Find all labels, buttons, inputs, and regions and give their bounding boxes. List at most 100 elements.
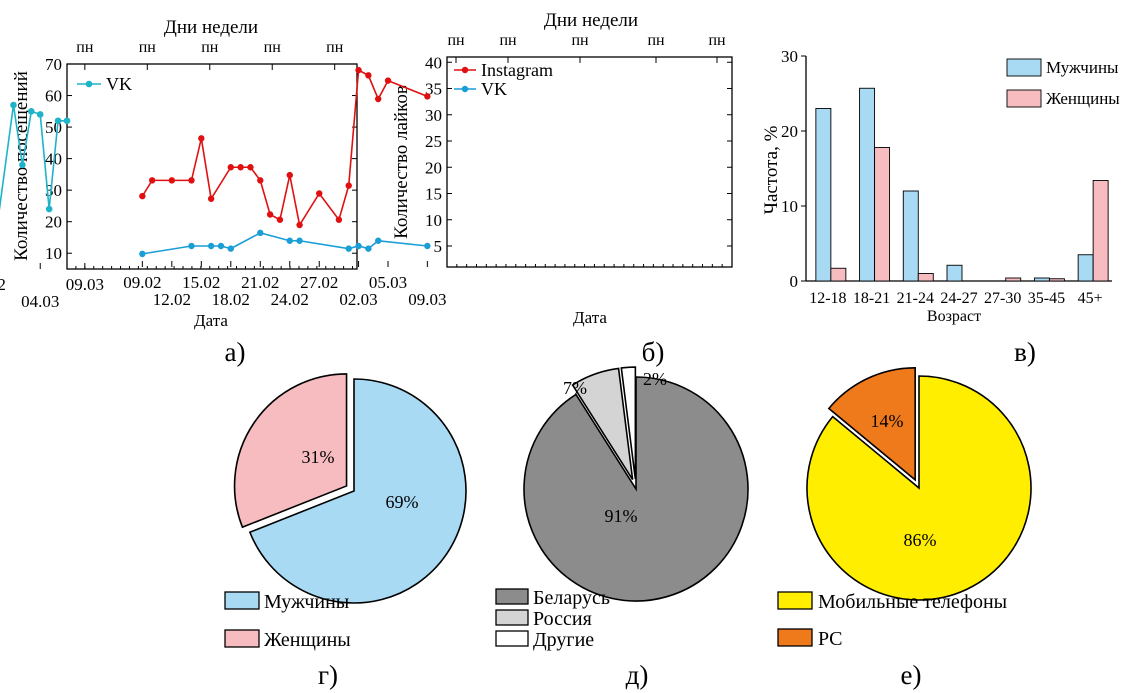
data-point xyxy=(365,245,372,252)
x-axis-label: Дата xyxy=(573,308,607,327)
plot-frame xyxy=(66,63,358,270)
panel-label-d: д) xyxy=(626,660,649,690)
data-point xyxy=(355,242,362,250)
x-tick-label: 24-27 xyxy=(940,290,977,307)
data-point xyxy=(207,195,215,202)
data-point xyxy=(19,161,26,169)
legend-label: Другие xyxy=(533,629,594,651)
panel-label-g: г) xyxy=(318,660,338,690)
plot-frame xyxy=(446,56,733,268)
data-point xyxy=(375,95,382,103)
x-tick-label: 35-45 xyxy=(1028,290,1065,307)
x-tick-label: 21.02 xyxy=(241,273,279,292)
y-tick-label: 20 xyxy=(425,158,442,177)
pie-label: 31% xyxy=(302,447,335,467)
legend-swatch xyxy=(1006,58,1042,77)
pie-slice-2 xyxy=(233,373,348,529)
pie-slice-2 xyxy=(827,367,916,482)
chart-gender-pie: 69% 31% Мужчины Женщины г) xyxy=(224,373,467,690)
x-tick-label: 05.03 xyxy=(369,273,407,292)
pie-slice-1 xyxy=(806,375,1032,601)
panel-label-v: в) xyxy=(1014,337,1036,367)
data-point xyxy=(316,190,323,197)
bar-45+ xyxy=(1092,180,1109,282)
pie-label: 2% xyxy=(643,369,667,389)
y-tick-label: 10 xyxy=(425,211,442,230)
top-tick-label: пн xyxy=(264,39,282,56)
top-tick-label: пн xyxy=(76,39,94,56)
x-tick-label: 09.03 xyxy=(66,275,104,294)
data-point xyxy=(257,229,264,237)
y-axis-label: Частота, % xyxy=(761,125,782,214)
x-axis-label: Возраст xyxy=(927,308,981,325)
y-tick-label: 30 xyxy=(781,47,798,66)
data-point xyxy=(384,77,392,84)
legend-label: Беларусь xyxy=(533,587,610,609)
legend-label: PC xyxy=(818,628,842,650)
pie-label: 86% xyxy=(904,530,937,550)
legend-swatch xyxy=(224,591,260,610)
pie-label: 69% xyxy=(386,492,419,512)
y-axis-label: Количество лайков xyxy=(391,85,412,239)
x-tick-label: 18-21 xyxy=(853,290,890,307)
legend-marker xyxy=(461,66,469,74)
data-point xyxy=(365,72,372,79)
data-point xyxy=(335,216,343,223)
y-tick-label: 10 xyxy=(781,197,798,216)
bar-45+ xyxy=(1077,254,1094,282)
y-tick-label: 20 xyxy=(781,122,798,141)
legend-swatch xyxy=(777,591,813,610)
data-point xyxy=(139,250,146,258)
data-point xyxy=(217,242,225,250)
y-tick-label: 70 xyxy=(45,55,62,74)
data-point xyxy=(10,101,17,109)
data-point xyxy=(375,237,382,244)
legend-label: Россия xyxy=(533,608,592,630)
top-tick-label: пн xyxy=(571,32,589,49)
data-point xyxy=(188,177,195,184)
legend-swatch xyxy=(777,628,813,647)
data-point xyxy=(257,177,264,184)
x-tick-label: 27-30 xyxy=(984,290,1021,307)
data-point xyxy=(424,93,431,100)
data-point xyxy=(247,164,254,171)
x-tick-label: 04.03 xyxy=(21,292,59,311)
top-tick-label: пн xyxy=(708,32,726,49)
data-point xyxy=(276,216,284,223)
y-tick-label: 20 xyxy=(45,213,62,232)
data-point xyxy=(28,108,35,115)
data-point xyxy=(227,164,234,171)
pie-slice-1 xyxy=(248,378,467,604)
data-point xyxy=(139,192,146,200)
y-tick-label: 0 xyxy=(790,272,799,291)
chart-visits: 1020304050607007.0217.0227.0209.0312.022… xyxy=(0,17,358,367)
series-line-instagram xyxy=(141,68,428,228)
data-point xyxy=(148,177,156,184)
y-tick-label: 35 xyxy=(425,80,442,99)
x-tick-label: 12-18 xyxy=(809,290,846,307)
top-axis-title: Дни недели xyxy=(544,10,638,31)
series-line-vk xyxy=(0,104,67,211)
series-line-vk xyxy=(142,232,428,255)
legend-label: Женщины xyxy=(1046,89,1120,108)
bar-18-21 xyxy=(874,147,891,282)
legend-label: Мужчины xyxy=(1046,58,1119,77)
y-tick-label: 25 xyxy=(425,132,442,151)
chart-device-pie: 86% 14% Мобильные телефоны PC е) xyxy=(777,367,1032,690)
chart-likes: 5 10 15 20 25 30 35 40 09.02 15.02 21.02 27.02 05.03… xyxy=(123,10,733,367)
legend-swatch xyxy=(495,630,529,647)
data-point xyxy=(424,242,431,250)
data-point xyxy=(54,117,62,125)
data-point xyxy=(345,182,352,189)
x-tick-label: 15.02 xyxy=(182,273,220,292)
top-tick-label: пн xyxy=(201,39,219,56)
top-tick-label: пн xyxy=(499,32,517,49)
top-tick-label: пн xyxy=(447,32,465,49)
bar-12-18 xyxy=(830,267,847,282)
legend-swatch xyxy=(1006,89,1042,108)
data-point xyxy=(63,117,71,125)
legend-swatch xyxy=(495,588,529,605)
bar-18-21 xyxy=(859,87,876,282)
